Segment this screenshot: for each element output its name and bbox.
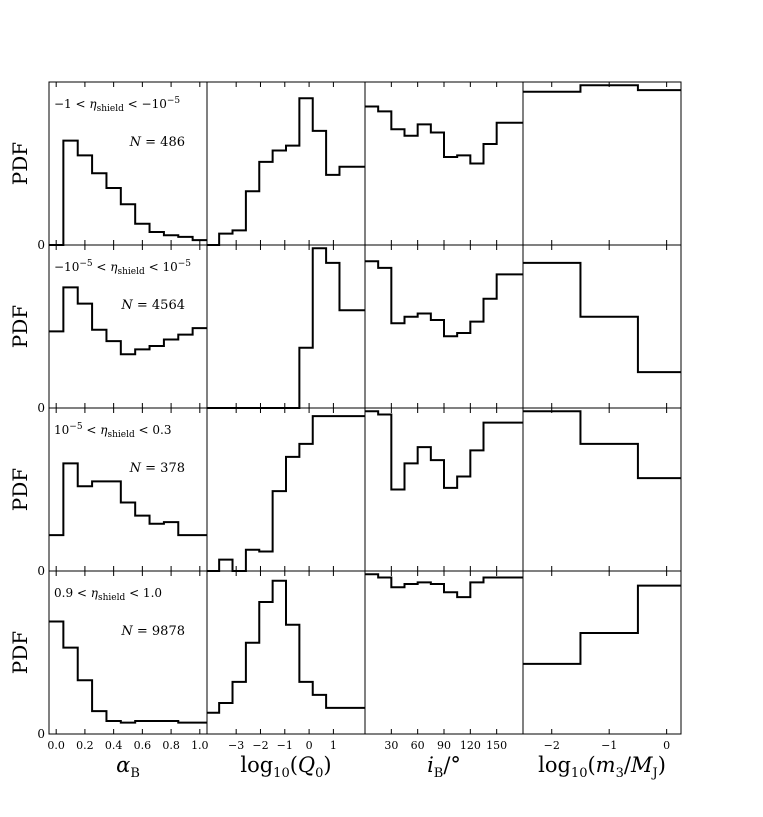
histogram-step-r3-c3 [365,410,523,491]
histogram-step-r3-c4 [523,410,681,480]
row-range-label-4: 0.9 < ηshield < 1.0 [54,586,162,603]
panel-frame [522,570,682,735]
histogram-step-r1-c3 [365,105,523,165]
y-axis-label-4: PDF [8,631,32,674]
histogram-step-r1-c1 [49,139,207,246]
x-tick-label-c2: 0 [306,739,313,752]
x-tick-label-c3: 120 [460,739,481,752]
x-tick-label-c2: 1 [330,739,337,752]
row-count-label-1: N = 486 [129,135,185,150]
row-count-label-3: N = 378 [129,461,185,476]
x-tick-label-c1: 0.4 [105,739,123,752]
panels-layer [48,81,682,735]
histogram-step-r3-c2 [207,415,365,572]
x-tick-label-c3: 30 [384,739,398,752]
histogram-step-r4-c2 [207,579,365,714]
x-axis-label-c4: log10(m3/MJ) [538,753,666,781]
x-tick-label-c1: 0.8 [162,739,180,752]
y-axis-label-3: PDF [8,468,32,511]
row-range-label-3: 10−5 < ηshield < 0.3 [54,422,172,440]
labels-layer: −1 < ηshield < −10−5 N = 486 PDF 0 −10−5 < η… [8,96,670,781]
histogram-step-r1-c2 [207,97,365,246]
histogram-step-r2-c4 [523,261,681,374]
x-tick-label-c1: 0.6 [134,739,152,752]
histogram-step-r2-c1 [49,286,207,356]
x-tick-label-c4: −2 [544,739,560,752]
y-axis-label-1: PDF [8,142,32,185]
row-count-label-2: N = 4564 [120,298,185,313]
x-axis-label-c1: αB [116,753,140,781]
x-tick-label-c1: 0.0 [47,739,65,752]
row-range-label-1: −1 < ηshield < −10−5 [54,96,180,114]
histogram-step-r2-c3 [365,260,523,338]
x-tick-label-c1: 0.2 [76,739,94,752]
y-axis-label-2: PDF [8,305,32,348]
histogram-step-r4-c1 [49,620,207,724]
x-tick-label-c1: 1.0 [191,739,209,752]
row-count-label-4: N = 9878 [120,624,185,639]
y-zero-label-2: 0 [37,401,45,415]
histogram-step-r4-c3 [365,573,523,599]
x-tick-label-c2: −2 [252,739,268,752]
y-zero-label-4: 0 [37,727,45,741]
histogram-step-r3-c1 [49,462,207,537]
x-tick-label-c2: −1 [277,739,293,752]
x-tick-label-c3: 60 [411,739,425,752]
x-tick-label-c4: 0 [663,739,670,752]
x-tick-label-c3: 150 [486,739,507,752]
panel-r4-c4 [522,570,682,735]
x-axis-label-c2: log10(Q0) [240,753,331,781]
row-range-label-2: −10−5 < ηshield < 10−5 [54,259,191,277]
x-tick-label-c4: −1 [601,739,617,752]
x-tick-label-c3: 90 [437,739,451,752]
histogram-step-r4-c4 [523,584,681,665]
x-axis-label-c3: iB/° [427,753,461,781]
x-tick-label-c2: −3 [228,739,244,752]
y-zero-label-1: 0 [37,238,45,252]
y-zero-label-3: 0 [37,564,45,578]
